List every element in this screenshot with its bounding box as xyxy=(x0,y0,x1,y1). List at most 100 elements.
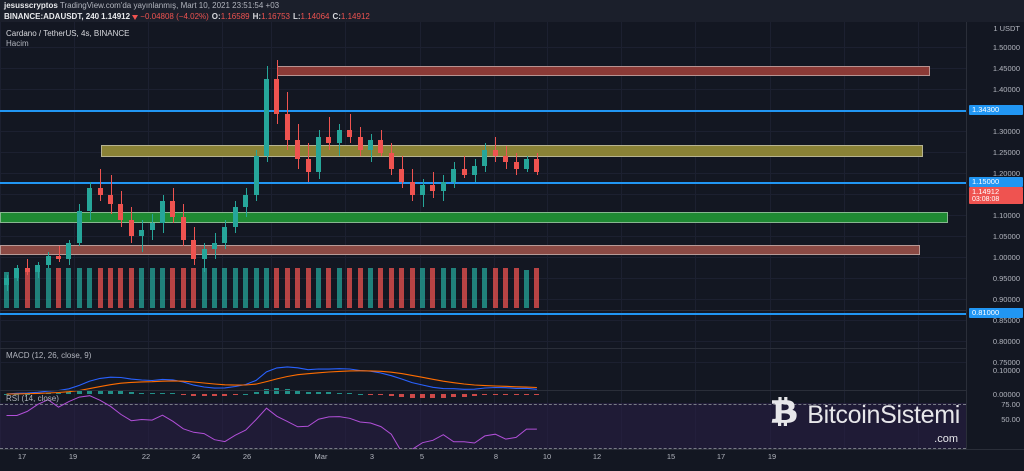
author-name: jesusscryptos xyxy=(4,1,58,10)
time-axis-tick: 26 xyxy=(242,452,252,461)
pane-separator xyxy=(0,310,966,311)
price-axis[interactable]: 1 USDT 1.500001.450001.400001.350001.300… xyxy=(966,22,1024,449)
grid-line-horizontal xyxy=(0,47,966,48)
volume-bar xyxy=(347,268,353,308)
macd-histogram-bar xyxy=(118,390,124,394)
grid-line-horizontal xyxy=(0,173,966,174)
bar-countdown-timer: 03:08:08 xyxy=(972,196,1000,203)
price-level-label[interactable]: 0.81000 xyxy=(969,308,1023,318)
volume-bar xyxy=(264,268,269,308)
grid-line-vertical xyxy=(345,22,346,449)
price-axis-tick: 0.85000 xyxy=(992,316,1020,325)
macd-histogram-bar xyxy=(420,394,425,399)
volume-bar xyxy=(108,268,113,308)
price-level-label[interactable]: 1.34300 xyxy=(969,105,1023,115)
candle-body xyxy=(336,130,342,144)
volume-bar xyxy=(492,268,498,308)
macd-histogram-bar xyxy=(482,394,488,396)
supply-zone-mid[interactable] xyxy=(101,145,923,157)
macd-histogram-bar xyxy=(409,394,415,398)
grid-line-horizontal xyxy=(0,89,966,90)
volume-bar xyxy=(503,268,509,308)
volume-bar xyxy=(420,268,425,308)
macd-histogram-bar xyxy=(212,394,217,397)
current-price-value: 1.14912 xyxy=(972,187,1000,196)
header-quote-line: BINANCE:ADAUSDT, 240 1.14912 −0.04808 (−4… xyxy=(4,11,1024,22)
candle-body xyxy=(56,255,61,259)
grid-line-vertical xyxy=(271,22,272,449)
demand-zone-green[interactable] xyxy=(0,212,948,223)
candle-body xyxy=(461,168,467,176)
time-axis-tick: 19 xyxy=(68,452,78,461)
volume-bar xyxy=(326,268,332,308)
time-axis-tick: 12 xyxy=(592,452,602,461)
time-axis-tick: 17 xyxy=(17,452,27,461)
candle-body xyxy=(534,159,540,173)
symbol-label[interactable]: BINANCE:ADAUSDT, 240 xyxy=(4,12,100,21)
grid-line-horizontal xyxy=(0,362,966,363)
macd-histogram-bar xyxy=(76,391,82,394)
candle-body xyxy=(409,181,415,195)
grid-line-horizontal xyxy=(0,257,966,258)
change-absolute: −0.04808 xyxy=(140,12,174,21)
macd-histogram-bar xyxy=(347,393,353,394)
grid-line-horizontal xyxy=(0,341,966,342)
macd-histogram-bar xyxy=(430,394,436,399)
grid-line-horizontal xyxy=(0,194,966,195)
resistance-zone-upper[interactable] xyxy=(277,66,930,76)
macd-histogram-bar xyxy=(524,394,529,395)
time-axis-tick: 5 xyxy=(419,452,425,461)
candle-body xyxy=(87,188,93,211)
candle-body xyxy=(139,229,145,237)
rsi-pane-legend: RSI (14, close) xyxy=(6,394,59,403)
volume-bar xyxy=(170,268,176,308)
support-zone-lower[interactable] xyxy=(0,245,920,255)
candle-body xyxy=(378,139,384,153)
candle-body xyxy=(388,152,394,169)
time-axis-tick: 15 xyxy=(666,452,676,461)
ray-0.81000[interactable] xyxy=(0,313,966,315)
high-key: H: xyxy=(252,12,262,21)
candle-wick xyxy=(328,117,330,150)
price-level-label[interactable]: 1.15000 xyxy=(969,177,1023,187)
candle-body xyxy=(45,255,51,266)
grid-line-vertical xyxy=(74,22,75,449)
macd-histogram-bar xyxy=(451,394,457,398)
volume-bar xyxy=(222,268,228,308)
candle-wick xyxy=(432,172,434,198)
volume-bar xyxy=(409,268,415,308)
rsi-axis-tick: 50.00 xyxy=(1001,415,1020,424)
volume-bar xyxy=(45,268,51,308)
candle-body xyxy=(264,78,269,156)
macd-histogram-bar xyxy=(534,394,540,395)
macd-histogram-bar xyxy=(66,392,72,394)
volume-bar xyxy=(524,269,529,308)
volume-bar xyxy=(56,268,61,308)
chart-plot-area[interactable]: Cardano / TetherUS, 4s, BINANCE Hacim MA… xyxy=(0,22,966,449)
grid-line-vertical xyxy=(621,22,622,449)
current-price-label[interactable]: 1.14912 03:08:08 xyxy=(969,187,1023,204)
price-axis-tick: 0.75000 xyxy=(992,358,1020,367)
macd-histogram-bar xyxy=(305,391,311,394)
candle-body xyxy=(305,159,311,173)
candle-wick xyxy=(27,258,29,275)
ray-1.34300[interactable] xyxy=(0,110,966,112)
macd-histogram-bar xyxy=(472,394,477,397)
price-axis-tick: 0.95000 xyxy=(992,274,1020,283)
volume-bar xyxy=(14,269,20,308)
volume-bar xyxy=(274,268,280,308)
volume-bar xyxy=(482,268,488,308)
pane-separator xyxy=(0,348,966,349)
candle-body xyxy=(347,130,353,137)
bottom-toolbar: TradingView xyxy=(0,464,1024,471)
rsi-axis-tick: 75.00 xyxy=(1001,400,1020,409)
time-axis[interactable]: 17 19 22 24 26 Mar 3 5 8 10 12 15 17 19 xyxy=(0,449,1024,464)
candle-body xyxy=(160,200,165,224)
close-key: C: xyxy=(332,12,341,21)
ray-1.15000[interactable] xyxy=(0,182,966,184)
candle-body xyxy=(430,184,436,192)
candle-body xyxy=(108,194,113,205)
macd-histogram-bar xyxy=(170,393,176,395)
open-value: 1.16589 xyxy=(220,12,250,21)
macd-histogram-bar xyxy=(357,393,363,395)
